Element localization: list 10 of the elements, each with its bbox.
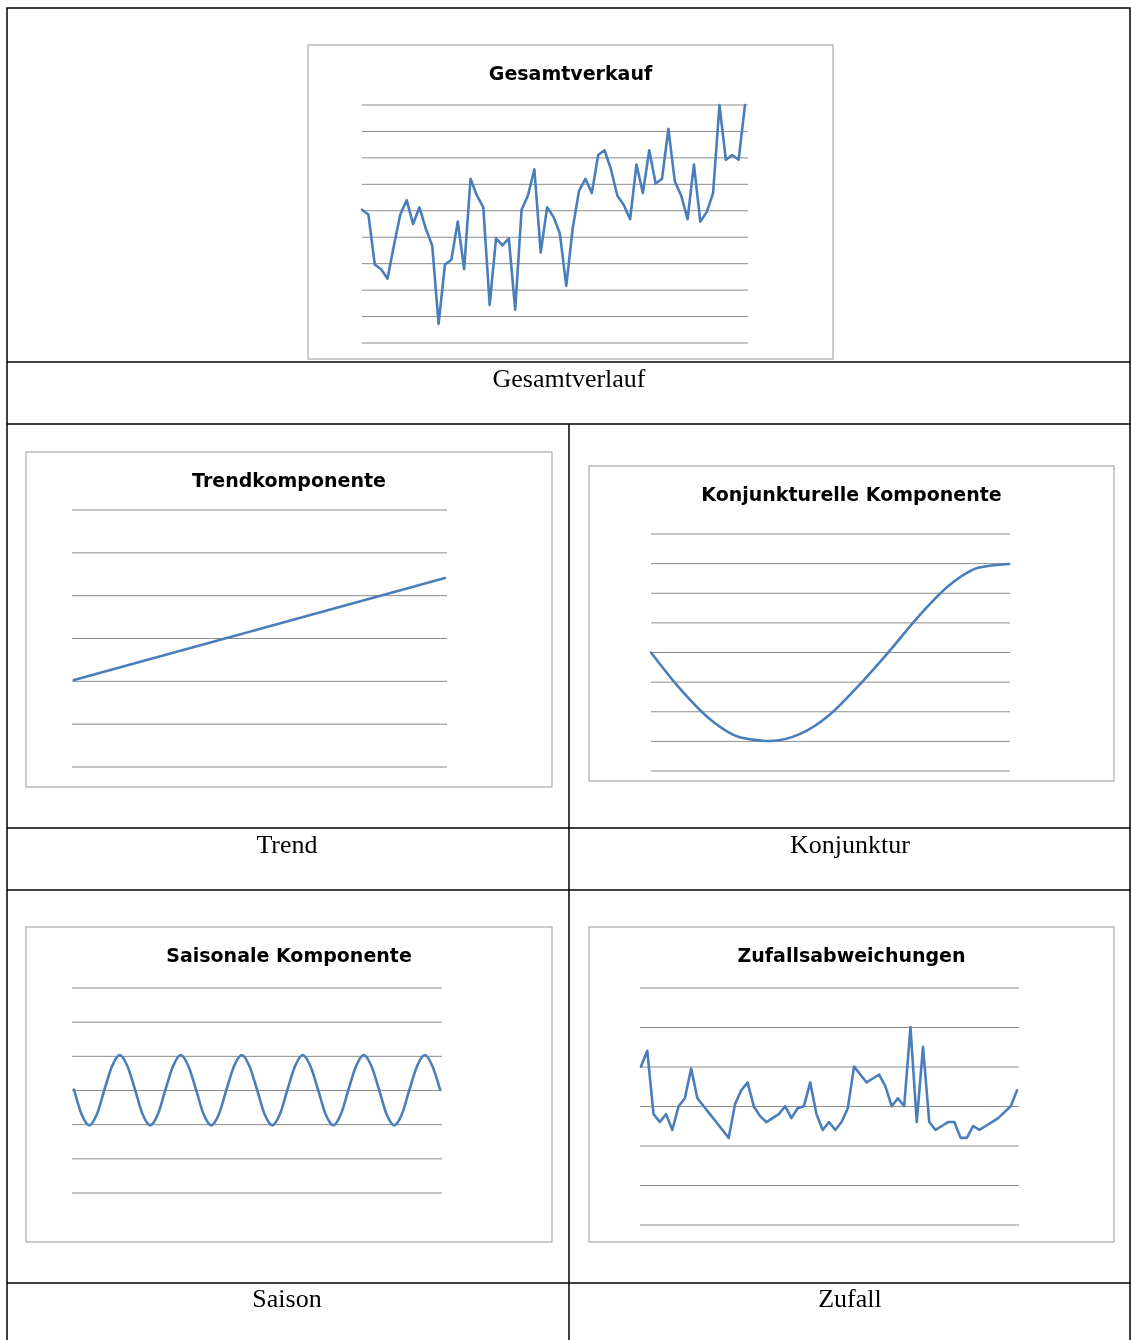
chart-title: Zufallsabweichungen xyxy=(737,944,966,966)
chart-title: Saisonale Komponente xyxy=(166,944,412,966)
text: Trend xyxy=(256,829,318,859)
text: Saison xyxy=(252,1283,322,1313)
text: Konjunktur xyxy=(790,829,911,859)
chart-title: Trendkomponente xyxy=(192,469,386,491)
chart-title: Konjunkturelle Komponente xyxy=(701,483,1002,505)
chart-title: Gesamtverkauf xyxy=(488,62,653,84)
text: Zufall xyxy=(818,1283,882,1313)
text: Gesamtverlauf xyxy=(492,363,646,393)
